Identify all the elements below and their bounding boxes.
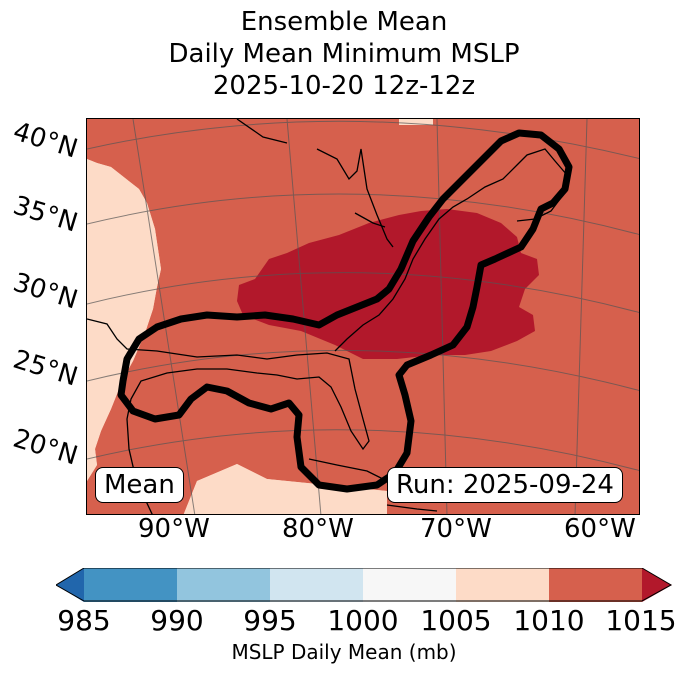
colorbar-extend-high (642, 568, 672, 602)
lat-label-20: 20°N (9, 423, 82, 472)
mean-contour (117, 129, 573, 493)
colorbar-label: MSLP Daily Mean (mb) (231, 640, 457, 664)
mean-label-box: Mean (95, 467, 184, 503)
title-line-2: Daily Mean Minimum MSLP (168, 39, 520, 69)
lon-label-90w: 90°W (138, 514, 210, 544)
lat-label-35: 35°N (9, 190, 82, 239)
colorbar-bin-985-990 (84, 568, 177, 602)
title-line-1: Ensemble Mean (240, 7, 448, 37)
lon-label-80w: 80°W (282, 514, 354, 544)
colorbar-outline (56, 568, 672, 602)
colorbar-bin-1010-1015 (549, 568, 642, 602)
lon-label-70w: 70°W (420, 514, 492, 544)
colorbar-tick-1015: 1015 (605, 604, 677, 637)
colorbar-tick-1000: 1000 (327, 604, 399, 637)
colorbar (56, 568, 672, 602)
lat-label-30: 30°N (9, 267, 82, 316)
colorbar-tick-1005: 1005 (420, 604, 492, 637)
run-label-box: Run: 2025-09-24 (387, 467, 623, 503)
colorbar-bin-1000-1005 (363, 568, 456, 602)
field-1005-1010-south (183, 464, 387, 514)
map-panel: Mean Run: 2025-09-24 (86, 118, 640, 515)
colorbar-bin-990-995 (177, 568, 270, 602)
mslp-map (87, 119, 639, 514)
colorbar-tick-985: 985 (57, 604, 111, 637)
graticule (87, 119, 639, 514)
chart-title: Ensemble Mean Daily Mean Minimum MSLP 20… (0, 6, 688, 102)
colorbar-bin-1005-1010 (456, 568, 549, 602)
colorbar-tick-995: 995 (243, 604, 297, 637)
colorbar-extend-low (56, 568, 84, 602)
lon-label-60w: 60°W (564, 514, 636, 544)
colorbar-tick-1010: 1010 (513, 604, 585, 637)
lat-label-25: 25°N (9, 344, 82, 393)
lat-label-40: 40°N (9, 116, 82, 165)
title-line-3: 2025-10-20 12z-12z (212, 71, 476, 101)
field-1005-1010-west (87, 159, 161, 481)
colorbar-bin-995-1000 (270, 568, 363, 602)
colorbar-tick-990: 990 (150, 604, 204, 637)
